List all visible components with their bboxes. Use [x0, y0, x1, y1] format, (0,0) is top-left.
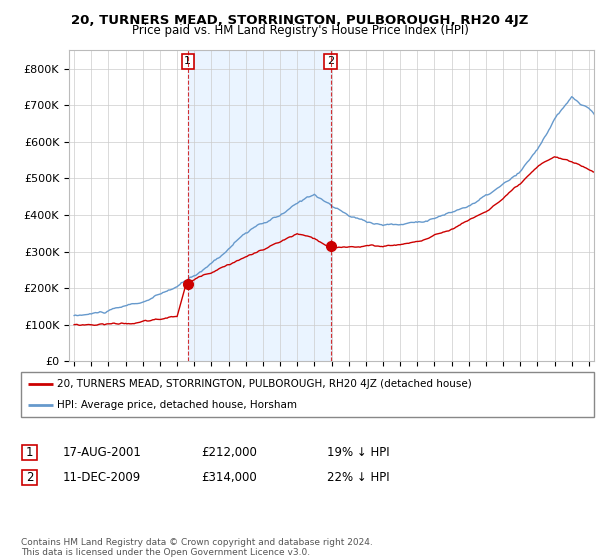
Text: 20, TURNERS MEAD, STORRINGTON, PULBOROUGH, RH20 4JZ: 20, TURNERS MEAD, STORRINGTON, PULBOROUG…: [71, 14, 529, 27]
Text: 2: 2: [26, 470, 33, 484]
Text: Contains HM Land Registry data © Crown copyright and database right 2024.
This d: Contains HM Land Registry data © Crown c…: [21, 538, 373, 557]
Text: 2: 2: [327, 57, 334, 67]
Text: 1: 1: [184, 57, 191, 67]
Text: 17-AUG-2001: 17-AUG-2001: [63, 446, 142, 459]
Text: 22% ↓ HPI: 22% ↓ HPI: [327, 470, 389, 484]
Text: 19% ↓ HPI: 19% ↓ HPI: [327, 446, 389, 459]
Text: 1: 1: [26, 446, 33, 459]
Text: £314,000: £314,000: [201, 470, 257, 484]
Bar: [188, 50, 331, 361]
Text: 11-DEC-2009: 11-DEC-2009: [63, 470, 141, 484]
Text: 20, TURNERS MEAD, STORRINGTON, PULBOROUGH, RH20 4JZ (detached house): 20, TURNERS MEAD, STORRINGTON, PULBOROUG…: [57, 380, 472, 390]
Text: HPI: Average price, detached house, Horsham: HPI: Average price, detached house, Hors…: [57, 400, 297, 410]
Text: £212,000: £212,000: [201, 446, 257, 459]
Text: Price paid vs. HM Land Registry's House Price Index (HPI): Price paid vs. HM Land Registry's House …: [131, 24, 469, 37]
